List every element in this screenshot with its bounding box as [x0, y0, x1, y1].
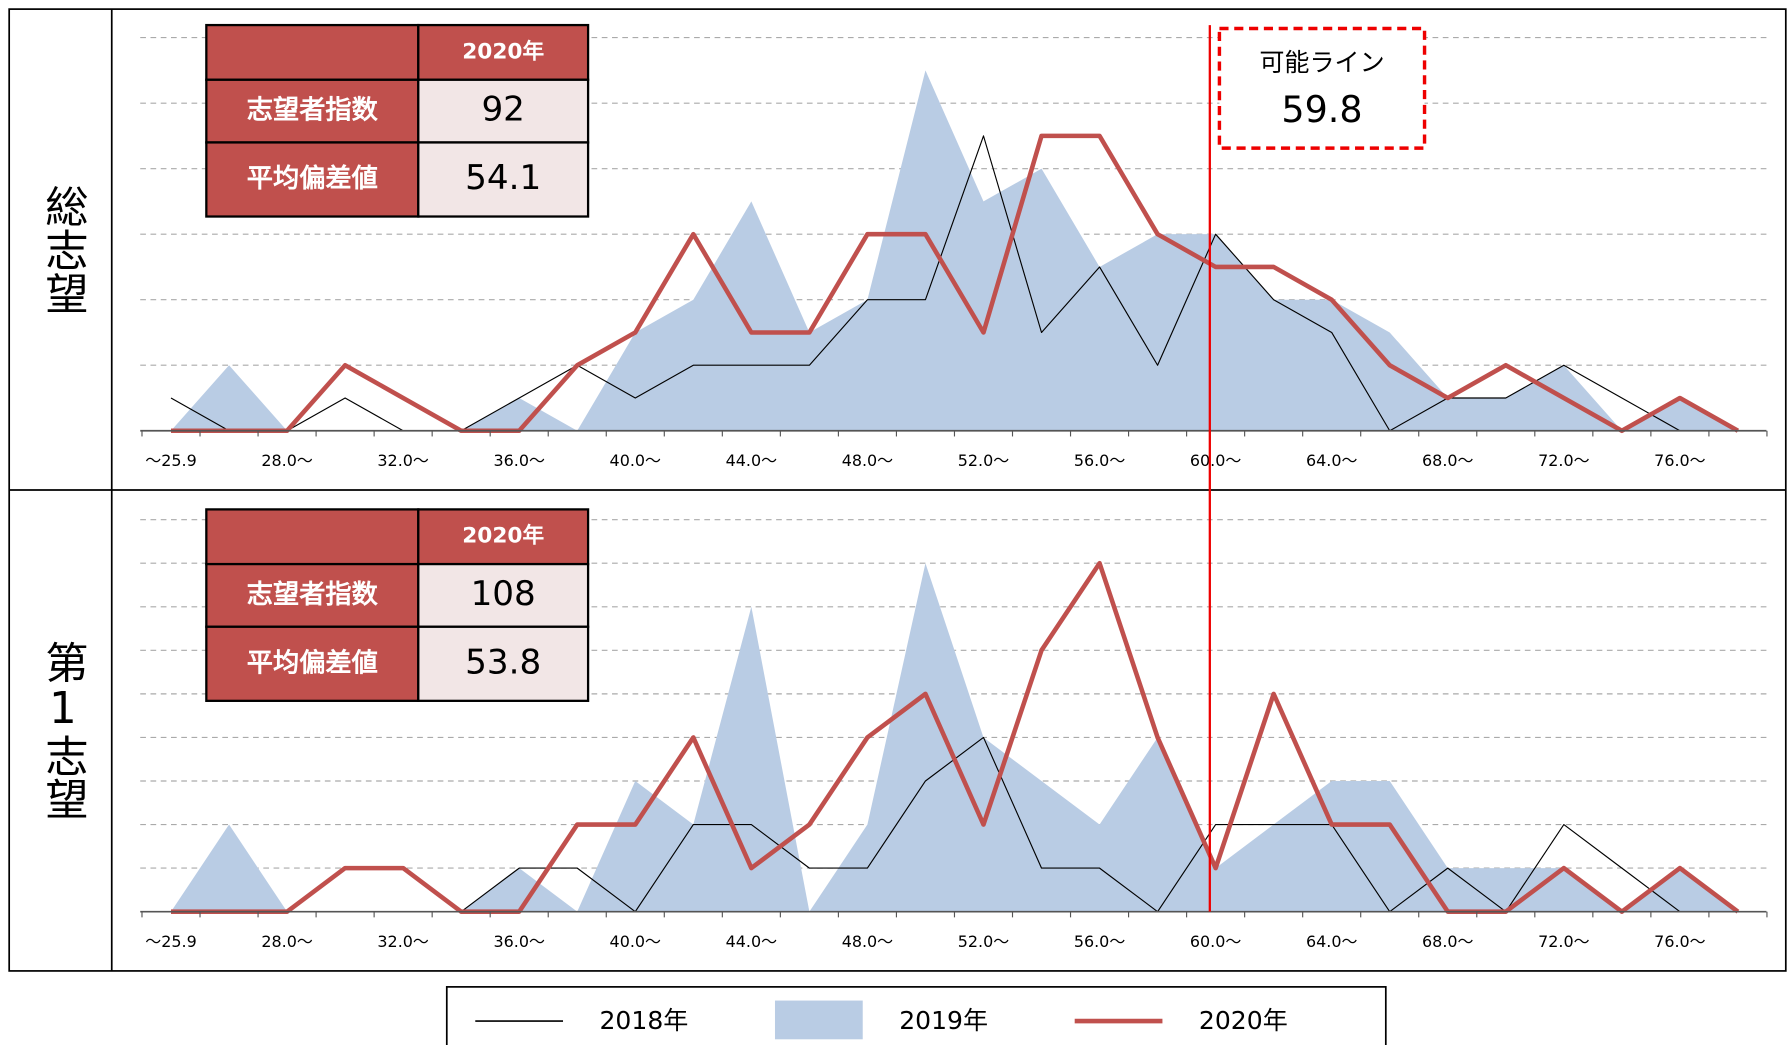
- legend-label: 2019年: [899, 1006, 988, 1035]
- reference-value: 59.8: [1281, 88, 1362, 131]
- table-row-value: 54.1: [465, 158, 541, 198]
- x-tick-label: 40.0～: [610, 451, 661, 470]
- table-value-cell: [417, 562, 590, 628]
- table-row-label: 平均偏差値: [247, 647, 378, 678]
- table-value-cell: [417, 625, 590, 702]
- reference-label: 可能ライン: [1259, 48, 1384, 77]
- x-tick-label: 64.0～: [1306, 451, 1357, 470]
- table-row-value: 92: [481, 90, 524, 130]
- x-tick-label: 32.0～: [377, 932, 428, 951]
- table-label-cell: [205, 141, 420, 218]
- table-row-value: 53.8: [465, 642, 541, 682]
- x-tick-label: 36.0～: [493, 932, 544, 951]
- table-row-value: 108: [471, 574, 536, 614]
- x-tick-label: 44.0～: [726, 451, 777, 470]
- table-value-cell: [417, 141, 590, 218]
- legend-box: [445, 986, 1387, 1045]
- table-row-label: 志望者指数: [247, 96, 379, 126]
- x-tick-label: 68.0～: [1422, 451, 1473, 470]
- x-tick-label: 40.0～: [610, 932, 661, 951]
- x-tick-label: 56.0～: [1074, 932, 1125, 951]
- x-tick-label: 64.0～: [1306, 932, 1357, 951]
- panel-title: 第1志望: [38, 641, 88, 821]
- line: [171, 133, 1740, 434]
- x-tick-label: 72.0～: [1538, 932, 1589, 951]
- x-tick-label: 36.0～: [493, 451, 544, 470]
- x-tick-label: 68.0～: [1422, 932, 1473, 951]
- table-row-label: 志望者指数: [247, 580, 379, 610]
- x-tick-label: 56.0～: [1074, 451, 1125, 470]
- x-tick-label: 72.0～: [1538, 451, 1589, 470]
- table-header: 2020年: [462, 523, 544, 549]
- reference-box: [1217, 26, 1427, 150]
- table-header-cell: [417, 23, 590, 81]
- x-tick-label: 48.0～: [842, 451, 893, 470]
- x-tick-label: 76.0～: [1654, 451, 1705, 470]
- x-tick-label: 44.0～: [726, 932, 777, 951]
- x-tick-label: 48.0～: [842, 932, 893, 951]
- table-header-cell: [205, 508, 420, 566]
- x-tick-label: 52.0～: [958, 451, 1009, 470]
- table-header-cell: [205, 23, 420, 81]
- table-header: 2020年: [462, 38, 544, 64]
- x-tick-label: 28.0～: [261, 451, 312, 470]
- x-tick-label: 28.0～: [261, 932, 312, 951]
- legend-label: 2018年: [600, 1006, 689, 1035]
- x-tick-label: 76.0～: [1654, 932, 1705, 951]
- panel-title: 総志望: [38, 185, 88, 315]
- x-tick-label: 60.0～: [1190, 451, 1241, 470]
- legend-label: 2020年: [1199, 1006, 1288, 1035]
- x-tick-label: ～25.9: [145, 451, 196, 470]
- table-label-cell: [205, 78, 420, 144]
- area: [171, 70, 1738, 431]
- table-label-cell: [205, 625, 420, 702]
- x-tick-label: ～25.9: [145, 932, 196, 951]
- table-row-label: 平均偏差値: [247, 163, 378, 194]
- table-label-cell: [205, 562, 420, 628]
- x-tick-label: 60.0～: [1190, 932, 1241, 951]
- legend-swatch: [774, 1000, 863, 1040]
- x-tick-label: 32.0～: [377, 451, 428, 470]
- table-value-cell: [417, 78, 590, 144]
- table-header-cell: [417, 508, 590, 566]
- x-tick-label: 52.0～: [958, 932, 1009, 951]
